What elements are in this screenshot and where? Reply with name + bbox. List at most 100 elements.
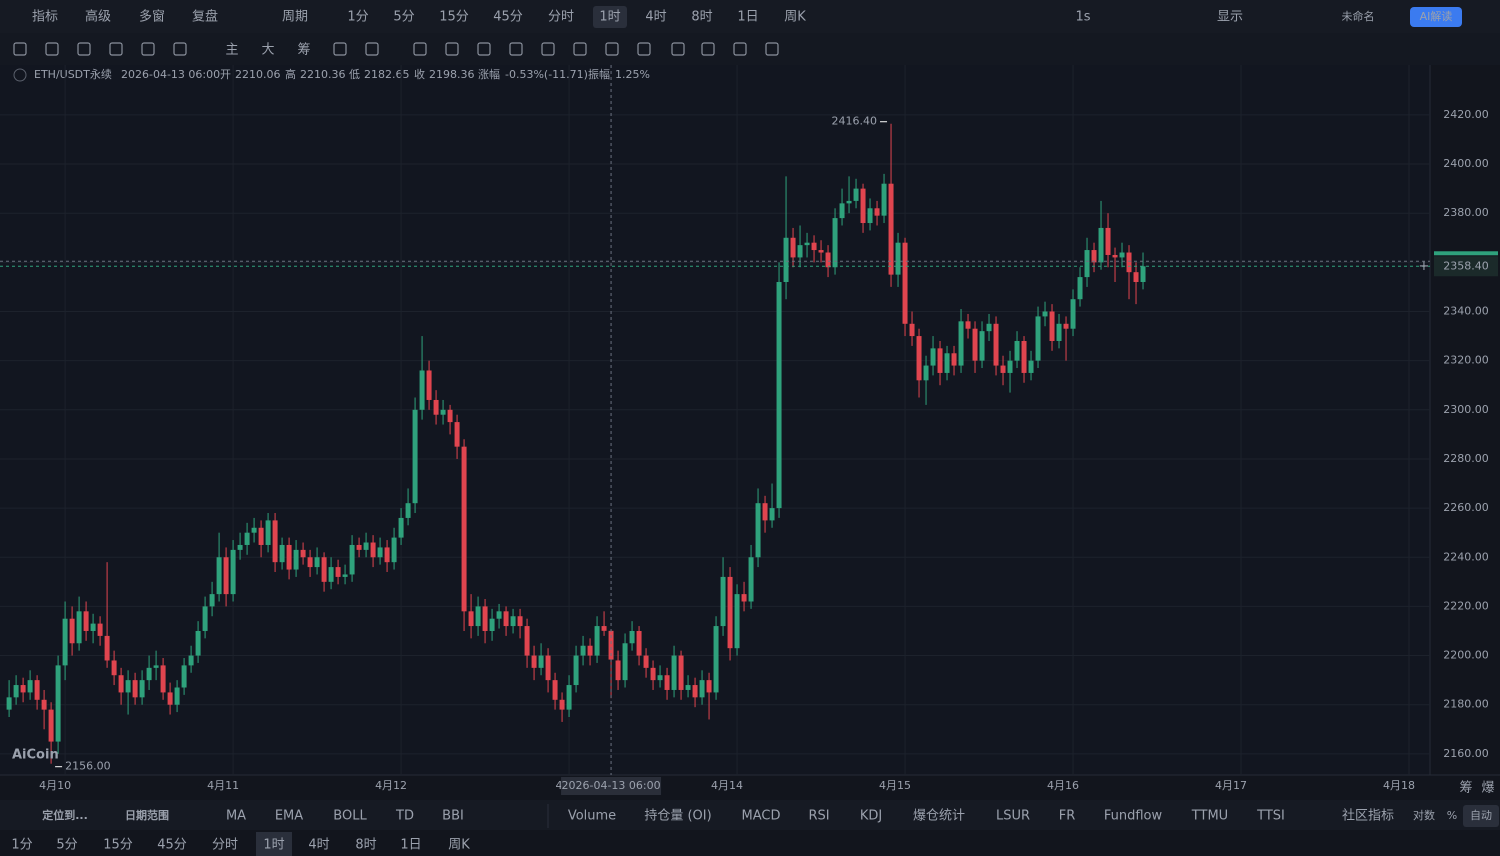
indicator-item[interactable]: TTMU — [1191, 809, 1228, 824]
indicator-item[interactable]: MA — [226, 809, 246, 824]
tool-icon[interactable] — [77, 42, 91, 56]
tool-icon[interactable] — [765, 42, 779, 56]
indicator-item[interactable]: 自动 — [1470, 809, 1492, 822]
candle-body — [83, 611, 89, 631]
candle-body — [524, 626, 530, 656]
indicator-item[interactable]: % — [1447, 809, 1457, 822]
toolbar-item[interactable]: 周期 — [282, 10, 308, 25]
indicator-item[interactable]: 社区指标 — [1342, 808, 1394, 824]
toolbar-item[interactable]: 多窗 — [139, 9, 165, 25]
candle-body — [790, 237, 796, 258]
toolbar-item[interactable]: 高级 — [85, 9, 111, 25]
tool-icon[interactable] — [173, 42, 187, 56]
period-button[interactable]: 45分 — [157, 838, 187, 853]
period-button[interactable]: 8时 — [355, 838, 376, 853]
candle-body — [979, 331, 985, 361]
info-text: 涨幅 — [478, 68, 500, 81]
y-tick-label: 2260.00 — [1443, 501, 1489, 514]
indicator-item[interactable]: LSUR — [996, 809, 1030, 824]
y-tick-label: 2320.00 — [1443, 354, 1489, 367]
tool-icon[interactable] — [365, 42, 379, 56]
period-button[interactable]: 15分 — [103, 838, 133, 853]
period-button[interactable]: 1分 — [347, 10, 368, 25]
period-button[interactable]: 1时 — [263, 838, 284, 853]
indicator-item[interactable]: KDJ — [860, 809, 882, 824]
period-button[interactable]: 4时 — [645, 10, 666, 25]
period-button[interactable]: 1分 — [11, 838, 32, 853]
tool-icon[interactable] — [141, 42, 155, 56]
tool-icon[interactable] — [109, 42, 123, 56]
candle-body — [447, 409, 453, 423]
tool-icon[interactable] — [573, 42, 587, 56]
candle-body — [629, 630, 635, 644]
indicator-item[interactable]: 持仓量 (OI) — [644, 809, 711, 824]
period-button[interactable]: 1日 — [400, 838, 421, 853]
period-active-bg — [256, 832, 292, 856]
tool-icon[interactable] — [733, 42, 747, 56]
period-button[interactable]: 15分 — [439, 10, 469, 25]
indicator-item[interactable]: FR — [1059, 809, 1076, 824]
period-button[interactable]: 8时 — [691, 10, 712, 25]
candle-body — [335, 567, 341, 577]
indicator-item[interactable]: TTSI — [1256, 809, 1285, 824]
candle-body — [580, 645, 586, 656]
draw-tool[interactable]: 筹 — [297, 42, 310, 58]
tool-icon[interactable] — [45, 42, 59, 56]
period-button[interactable]: 周K — [448, 838, 470, 853]
x-tick-label: 4月15 — [879, 779, 911, 792]
ai-button[interactable] — [1410, 7, 1462, 27]
tool-icon[interactable] — [333, 42, 347, 56]
candle-body — [433, 399, 439, 415]
toolbar-item[interactable]: 复盘 — [192, 9, 218, 25]
indicator-item[interactable]: 爆仓统计 — [913, 809, 965, 824]
tool-icon[interactable] — [509, 42, 523, 56]
toolbar-item[interactable]: 未命名 — [1342, 9, 1375, 23]
draw-tool[interactable]: 大 — [261, 43, 274, 58]
indicator-item[interactable]: MACD — [742, 809, 781, 824]
indicator-item[interactable]: RSI — [808, 809, 829, 824]
tool-icon[interactable] — [413, 42, 427, 56]
indicator-item[interactable]: 日期范围 — [125, 808, 169, 822]
tool-icon[interactable] — [701, 42, 715, 56]
corner-button[interactable]: 爆 — [1481, 781, 1494, 796]
period-button[interactable]: 45分 — [493, 10, 523, 25]
period-button[interactable]: 周K — [784, 10, 806, 25]
tool-icon[interactable] — [637, 42, 651, 56]
toolbar-item[interactable]: 显示 — [1217, 10, 1243, 25]
toolbar-item[interactable]: 指标 — [32, 10, 58, 25]
candle-body — [27, 680, 33, 693]
candle-body — [412, 409, 418, 504]
candle-body — [909, 323, 915, 337]
period-button[interactable]: 5分 — [56, 838, 77, 853]
indicator-item[interactable]: BBI — [442, 809, 464, 824]
indicator-item[interactable]: Fundflow — [1104, 809, 1163, 824]
indicator-item[interactable]: TD — [395, 809, 414, 824]
candle-body — [244, 532, 250, 545]
indicator-item[interactable]: EMA — [275, 809, 303, 824]
toolbar-item[interactable]: 1s — [1075, 10, 1090, 25]
tool-icon[interactable] — [605, 42, 619, 56]
period-button[interactable]: 1日 — [737, 10, 758, 25]
corner-button[interactable]: 筹 — [1459, 780, 1472, 796]
tool-icon[interactable] — [13, 42, 27, 56]
indicator-item[interactable]: 定位到... — [42, 808, 88, 822]
indicator-item[interactable]: 对数 — [1413, 808, 1435, 822]
tool-icon[interactable] — [477, 42, 491, 56]
tool-icon[interactable] — [541, 42, 555, 56]
toolbar-item[interactable]: AI解读 — [1420, 9, 1453, 23]
period-button[interactable]: 5分 — [393, 10, 414, 25]
draw-tool[interactable]: 主 — [225, 43, 238, 58]
indicator-item[interactable]: BOLL — [333, 809, 367, 824]
candle-body — [923, 365, 929, 381]
collapse-icon[interactable] — [13, 68, 27, 82]
tool-icon[interactable] — [445, 42, 459, 56]
auto-bg — [1463, 805, 1499, 827]
tool-icon[interactable] — [671, 42, 685, 56]
logo: AiCoin — [12, 748, 59, 763]
period-button[interactable]: 4时 — [308, 838, 329, 853]
period-button[interactable]: 分时 — [548, 10, 574, 25]
period-button[interactable]: 1时 — [599, 10, 620, 25]
period-button[interactable]: 分时 — [212, 838, 238, 853]
indicator-item[interactable]: Volume — [568, 809, 616, 824]
x-tick-label: 4月14 — [711, 779, 743, 792]
